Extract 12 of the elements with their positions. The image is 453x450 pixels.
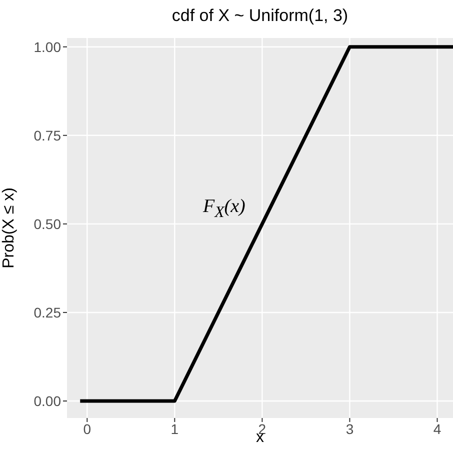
y-axis-title: Prob(X ≤ x) [0,188,18,268]
y-tick-label: 0.00 [34,392,62,409]
x-tick-label: 4 [433,420,442,437]
x-tick-label: 3 [346,420,354,437]
y-tick-label: 0.75 [34,127,62,144]
y-tick-label: 0.25 [34,304,62,320]
x-tick-label: 1 [170,420,179,437]
y-tick-label: 0.50 [34,216,62,232]
annotation: F$_{X}$(x) [203,196,246,222]
y-tick-label: 1.00 [34,38,62,55]
x-tick-label: 0 [83,420,92,437]
chart-title: cdf of X ~ Uniform(1, 3) [170,6,350,26]
